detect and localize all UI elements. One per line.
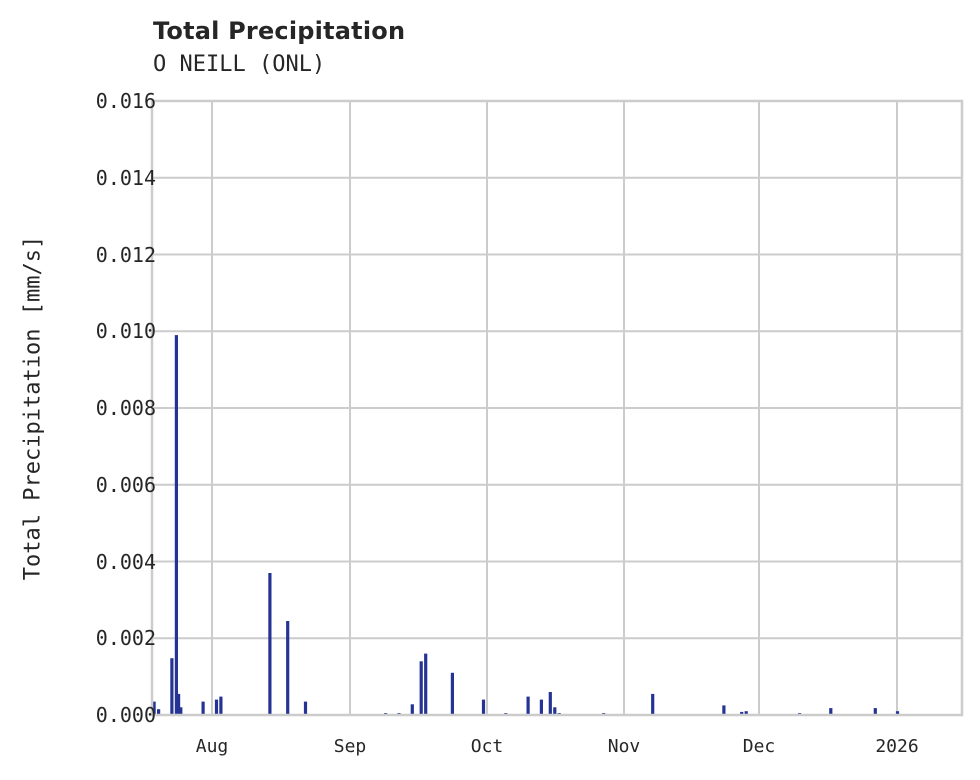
x-tick-label: Sep <box>333 736 367 757</box>
precipitation-bar <box>219 696 223 715</box>
x-tick-label: Nov <box>607 736 641 757</box>
y-tick-label: 0.012 <box>95 242 156 267</box>
precipitation-bar <box>539 699 543 715</box>
precipitation-bar <box>740 711 744 715</box>
precipitation-bar <box>481 699 486 715</box>
precipitation-bars <box>152 335 900 715</box>
precipitation-bar <box>873 708 877 715</box>
x-tick-label: 2026 <box>875 736 919 757</box>
y-tick-label: 0.014 <box>95 165 156 190</box>
precipitation-bar <box>450 672 454 715</box>
precipitation-bar <box>201 701 205 715</box>
precipitation-bar <box>177 693 181 715</box>
x-tick-label: Oct <box>470 736 504 757</box>
x-tick-label: Dec <box>742 736 776 757</box>
precipitation-bar <box>651 693 655 715</box>
precipitation-bar <box>829 708 833 715</box>
precipitation-bar <box>895 711 900 715</box>
precipitation-bar <box>286 621 290 715</box>
precipitation-bar <box>268 573 272 715</box>
precipitation-bar <box>152 701 156 715</box>
precipitation-bar <box>548 692 552 715</box>
grid-lines <box>152 100 962 716</box>
y-tick-label: 0.002 <box>95 626 156 651</box>
chart-subtitle: O NEILL (ONL) <box>153 52 326 77</box>
precipitation-bar <box>744 711 748 715</box>
y-tick-label: 0.004 <box>95 549 156 574</box>
precipitation-bar <box>179 707 183 715</box>
precipitation-bar <box>303 701 308 715</box>
y-tick-label: 0.010 <box>95 319 156 344</box>
x-tick-label: Aug <box>195 736 229 757</box>
precipitation-bar <box>214 699 219 715</box>
plot-frame <box>150 99 964 717</box>
y-tick-label: 0.008 <box>95 396 156 420</box>
precipitation-bar <box>553 707 557 715</box>
precipitation-bar <box>174 335 178 715</box>
chart-title: Total Precipitation <box>153 17 406 45</box>
precipitation-bar <box>410 704 414 715</box>
precipitation-bar <box>157 709 161 715</box>
y-tick-label: 0.016 <box>95 89 156 113</box>
y-tick-label: 0.006 <box>95 472 156 497</box>
precipitation-bar <box>419 661 423 715</box>
precipitation-bar <box>722 705 726 715</box>
precipitation-bar <box>424 653 428 715</box>
precipitation-bar <box>170 658 174 715</box>
y-tick-label: 0.000 <box>95 703 156 727</box>
precipitation-bar <box>526 696 530 715</box>
